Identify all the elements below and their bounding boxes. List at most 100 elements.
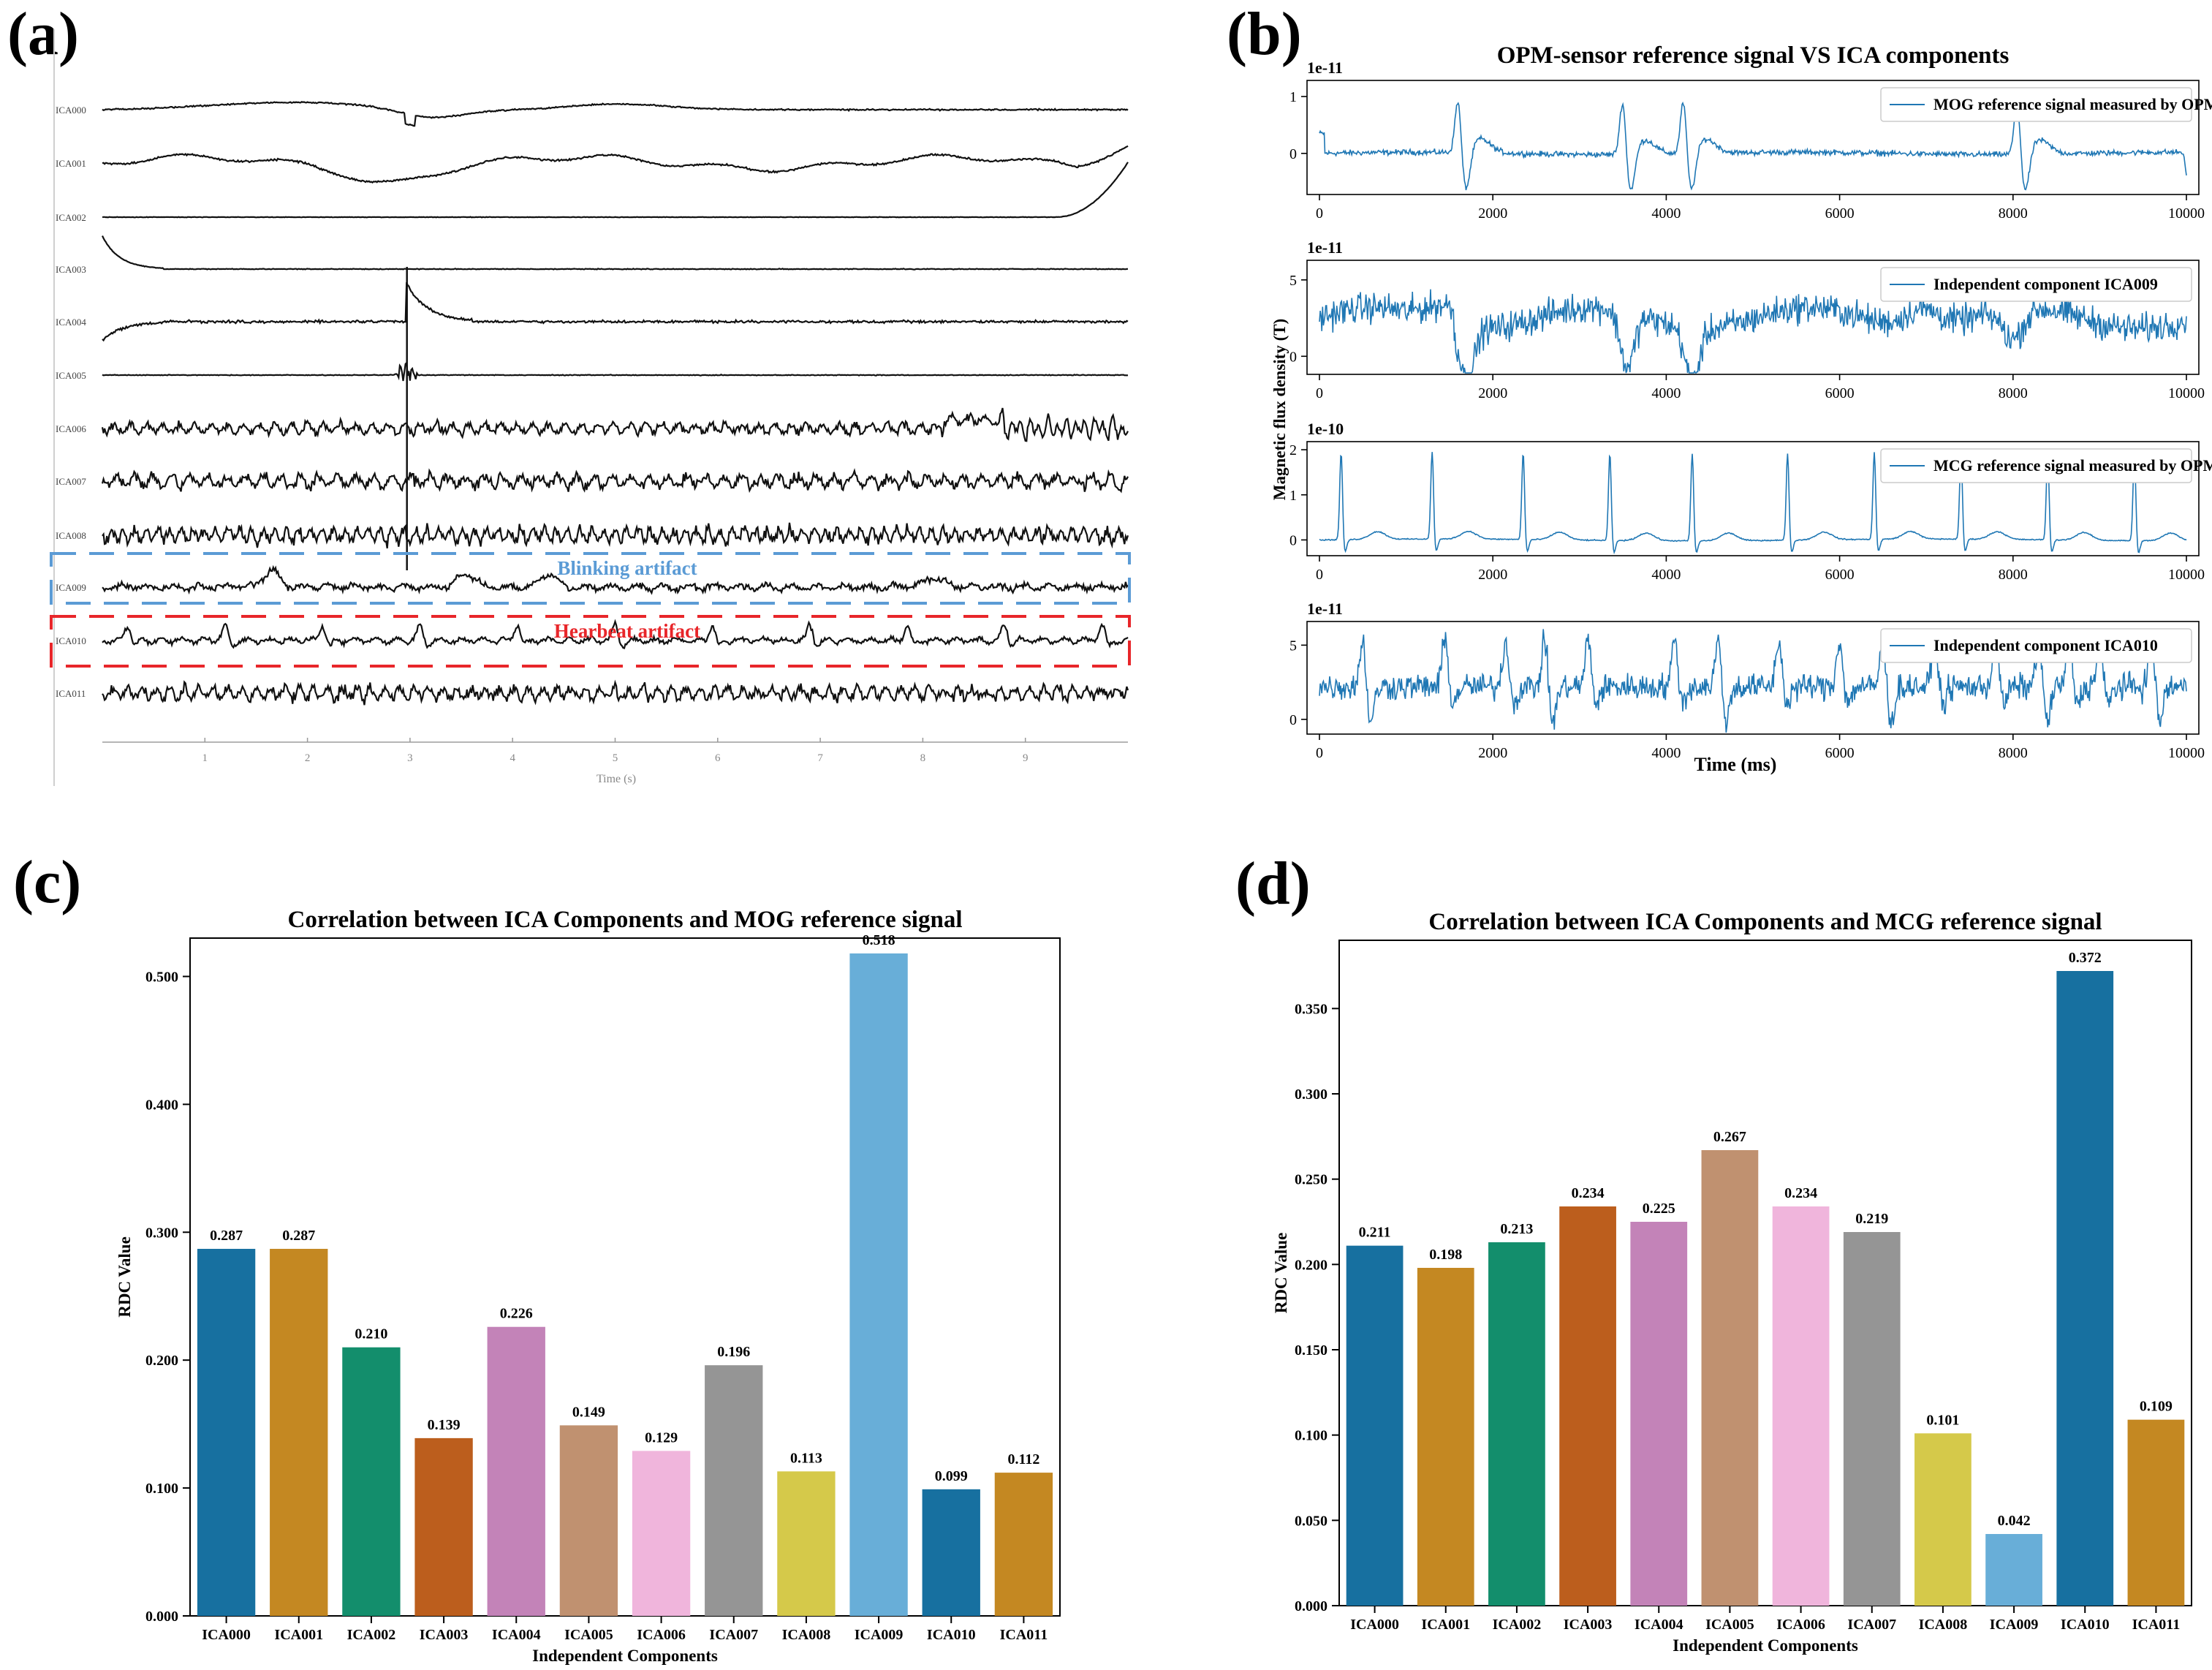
bar-ica001 [1417,1268,1474,1606]
x-tick-label: 2 [305,752,311,764]
bar-ica003 [414,1437,473,1616]
x-tick-label: 8000 [1999,567,2028,583]
opm-subplot-4-legend-box [1880,628,2192,663]
opm-subplot-1-legend-box [1880,87,2192,122]
y-tick-label: 0.500 [145,969,178,985]
bar-value-label: 0.112 [1007,1451,1039,1467]
channel-label: ICA004 [56,317,86,328]
bar-ica002 [342,1347,401,1616]
channel-label: ICA003 [56,264,86,275]
opm-subplot-4-frame [1306,621,2200,735]
bar-value-label: 0.042 [1998,1513,2031,1529]
opm-subplot-2-frame [1306,260,2200,375]
bar-value-label: 0.109 [2140,1399,2173,1415]
bar-value-label: 0.225 [1643,1201,1675,1217]
bar-ica001 [270,1249,328,1616]
x-tick-label: ICA005 [564,1627,613,1643]
axis-scale-label: 1e-11 [1307,600,1343,618]
x-tick-label: 3 [407,752,413,764]
x-tick-label: 2000 [1478,567,1507,583]
y-tick-label: 0.400 [145,1097,178,1113]
x-tick-label: ICA002 [347,1627,396,1643]
channel-label: ICA008 [56,530,86,541]
x-tick-label: ICA010 [2061,1617,2110,1633]
x-tick-label: 0 [1316,567,1323,583]
bar-value-label: 0.287 [282,1228,315,1244]
x-tick-label: ICA007 [709,1627,758,1643]
x-tick-label: 8 [920,752,926,764]
bar-ica004 [1630,1222,1688,1606]
x-tick-label: 4000 [1651,745,1681,761]
legend-label: Independent component ICA010 [1933,636,2158,654]
x-tick-label: ICA002 [1493,1617,1542,1633]
bar-ica006 [1772,1206,1830,1606]
x-tick-label: 6000 [1825,745,1855,761]
x-tick-label: ICA005 [1705,1617,1754,1633]
bar-ica010 [922,1489,980,1616]
channel-label: ICA000 [56,105,86,116]
ica-trace-ica001 [102,145,1129,184]
y-tick-label: 0 [1289,532,1297,548]
ica-trace-ica009 [102,564,1129,595]
x-tick-label: 1 [202,752,208,764]
bar-value-label: 0.129 [645,1429,678,1446]
bar-value-label: 0.211 [1359,1225,1391,1241]
heartbeat-artifact-box [50,615,1131,668]
y-tick-label: 0.000 [1295,1598,1327,1614]
x-tick-label: ICA008 [782,1627,831,1643]
x-tick-label: 8000 [1999,205,2028,222]
x-tick-label: ICA009 [855,1627,904,1643]
ica-trace-ica000 [102,100,1129,127]
x-tick-label: 6000 [1825,205,1855,222]
x-tick-label: ICA000 [202,1627,251,1643]
ica-trace-ica008 [102,522,1129,549]
y-tick-label: 0.000 [145,1609,178,1625]
x-tick-label: 2000 [1478,205,1507,222]
legend-label: MOG reference signal measured by OPM-sen… [1933,95,2212,113]
panel-label-b: (b) [1227,0,1302,68]
channel-label: ICA006 [56,423,86,434]
bar-chart-d-axes-frame [1338,940,2192,1606]
bar-value-label: 0.219 [1855,1211,1888,1227]
y-tick-label: 0.100 [145,1481,178,1497]
bar-ica007 [705,1365,763,1616]
x-tick-label: ICA004 [1635,1617,1683,1633]
y-tick-label: 0.300 [145,1225,178,1241]
y-tick-label: 0.250 [1295,1172,1327,1188]
bar-ica005 [559,1425,618,1616]
bar-ica011 [2127,1419,2185,1606]
x-tick-label: 2000 [1478,385,1507,401]
bar-ica009 [1985,1534,2042,1606]
bar-ica004 [487,1326,545,1616]
bar-ica011 [994,1473,1053,1616]
channel-label: ICA005 [56,370,86,381]
y-tick-label: 0 [1289,349,1297,365]
x-tick-label: 7 [817,752,823,764]
bar-value-label: 0.210 [355,1326,387,1342]
x-tick-label: ICA007 [1847,1617,1896,1633]
bar-value-label: 0.234 [1572,1185,1605,1201]
y-tick-label: 2 [1289,442,1297,458]
bar-ica009 [849,953,908,1616]
legend-label: MCG reference signal measured by OPM-sen… [1933,456,2212,475]
bar-value-label: 0.113 [790,1450,822,1466]
bar-value-label: 0.149 [572,1404,605,1420]
opm-subplot-2-legend-box [1880,267,2192,302]
bar-value-label: 0.287 [210,1228,243,1244]
bar-value-label: 0.099 [935,1468,968,1484]
opm-subplot-1-signal-line [1319,100,2187,191]
x-tick-label: 4000 [1651,567,1681,583]
channel-label: ICA007 [56,476,86,487]
channel-label: ICA010 [56,635,86,646]
x-tick-label: ICA010 [927,1627,976,1643]
x-tick-label: 10000 [2168,205,2205,222]
x-tick-label: 10000 [2168,385,2205,401]
ica-trace-ica003 [102,235,1129,271]
ica-trace-ica010 [102,619,1129,649]
y-tick-label: 0.100 [1295,1428,1327,1444]
x-tick-label: ICA003 [1564,1617,1613,1633]
x-tick-label: ICA001 [274,1627,323,1643]
bar-ica000 [197,1249,256,1616]
panel-label-c: (c) [13,848,82,916]
x-tick-label: ICA004 [492,1627,541,1643]
